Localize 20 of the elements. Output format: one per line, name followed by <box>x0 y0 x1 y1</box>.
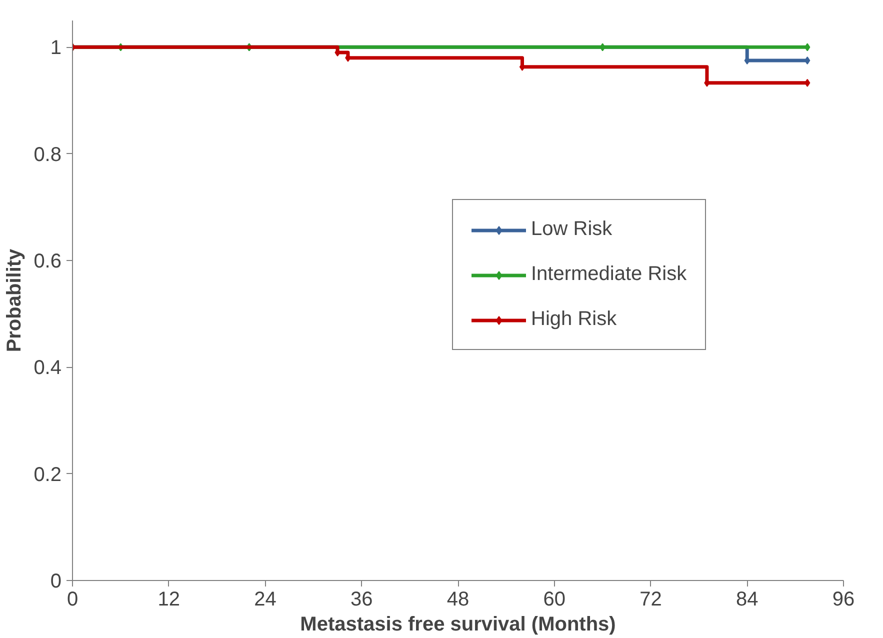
y-tick-label: 0.2 <box>34 464 62 486</box>
x-tick-label: 24 <box>254 588 276 610</box>
x-tick-label: 60 <box>543 588 566 610</box>
legend-label: Low Risk <box>531 218 612 241</box>
x-tick-label: 84 <box>736 588 758 610</box>
x-tick-label: 0 <box>66 588 78 610</box>
y-tick-label: 0.4 <box>34 357 62 380</box>
y-tick-label: 0.6 <box>34 250 62 272</box>
y-tick-label: 0.8 <box>34 144 62 166</box>
y-tick-label: 0 <box>50 570 62 592</box>
legend-label: Intermediate Risk <box>531 263 687 286</box>
x-tick-label: 12 <box>158 588 180 610</box>
x-axis-title: Metastasis free survival (Months) <box>300 614 616 636</box>
x-tick-label: 36 <box>350 588 373 610</box>
legend-label: High Risk <box>531 308 617 331</box>
y-axis-title: Probability <box>4 248 26 352</box>
y-tick-label: 1 <box>50 37 62 60</box>
x-tick-label: 72 <box>640 588 662 610</box>
x-tick-label: 96 <box>832 588 855 610</box>
x-tick-label: 48 <box>446 588 470 610</box>
